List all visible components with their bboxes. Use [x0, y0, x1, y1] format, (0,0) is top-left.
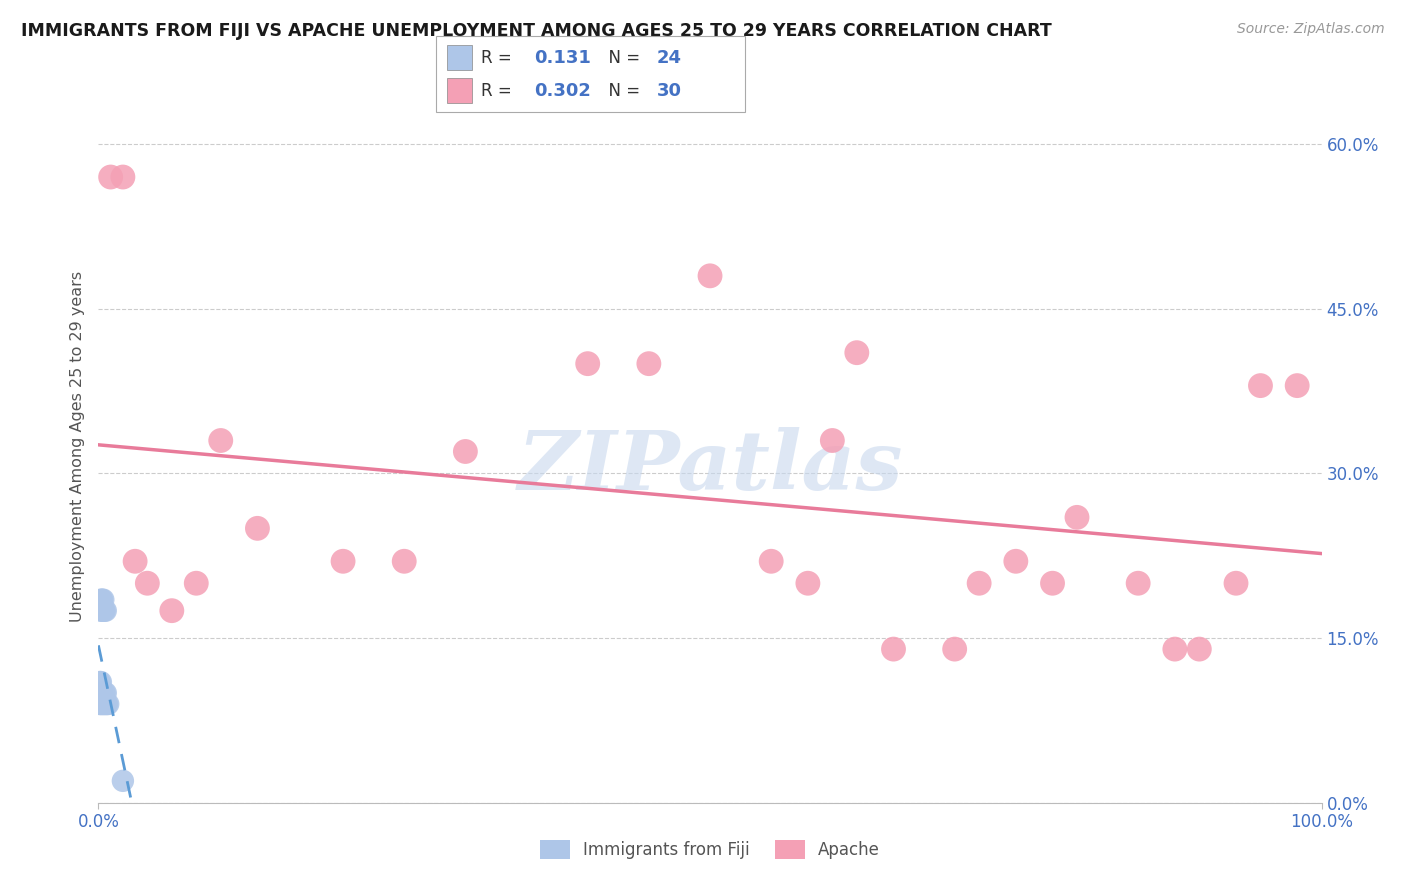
Point: [136, 576, 159, 591]
Point: [576, 357, 599, 371]
Point: [90, 675, 112, 690]
Text: ZIPatlas: ZIPatlas: [517, 427, 903, 508]
Point: [94, 686, 117, 700]
Point: [1188, 642, 1211, 657]
Text: R =: R =: [481, 82, 517, 100]
Point: [124, 554, 146, 568]
Point: [1225, 576, 1247, 591]
Point: [1042, 576, 1064, 591]
Point: [699, 268, 721, 283]
Point: [89, 675, 111, 690]
Point: [96, 697, 118, 711]
Point: [100, 169, 122, 184]
Text: 0.131: 0.131: [534, 49, 591, 67]
Point: [454, 444, 477, 458]
Text: R =: R =: [481, 49, 517, 67]
Text: N =: N =: [598, 82, 645, 100]
Text: 30: 30: [657, 82, 682, 100]
Point: [160, 604, 183, 618]
Point: [91, 592, 114, 607]
Point: [97, 697, 120, 711]
Text: IMMIGRANTS FROM FIJI VS APACHE UNEMPLOYMENT AMONG AGES 25 TO 29 YEARS CORRELATIO: IMMIGRANTS FROM FIJI VS APACHE UNEMPLOYM…: [21, 22, 1052, 40]
Point: [1128, 576, 1150, 591]
Point: [1164, 642, 1187, 657]
Point: [1249, 378, 1271, 392]
Point: [821, 434, 844, 448]
Point: [94, 604, 117, 618]
Point: [91, 592, 114, 607]
Point: [967, 576, 990, 591]
Text: 0.302: 0.302: [534, 82, 591, 100]
Point: [943, 642, 966, 657]
Point: [883, 642, 905, 657]
Point: [761, 554, 783, 568]
Legend: Immigrants from Fiji, Apache: Immigrants from Fiji, Apache: [533, 833, 887, 866]
Point: [1286, 378, 1309, 392]
Point: [93, 686, 115, 700]
Point: [392, 554, 416, 568]
Point: [91, 697, 114, 711]
Text: Source: ZipAtlas.com: Source: ZipAtlas.com: [1237, 22, 1385, 37]
Point: [90, 604, 112, 618]
Point: [89, 686, 111, 700]
Point: [91, 604, 114, 618]
Point: [111, 773, 134, 788]
Point: [111, 169, 134, 184]
Point: [186, 576, 208, 591]
Text: 24: 24: [657, 49, 682, 67]
Point: [91, 604, 114, 618]
Point: [94, 697, 117, 711]
Point: [1066, 510, 1088, 524]
Point: [1004, 554, 1026, 568]
Point: [91, 686, 114, 700]
Y-axis label: Unemployment Among Ages 25 to 29 years: Unemployment Among Ages 25 to 29 years: [69, 270, 84, 622]
Point: [637, 357, 661, 371]
Text: N =: N =: [598, 49, 645, 67]
Point: [209, 434, 232, 448]
Point: [93, 697, 115, 711]
Point: [91, 697, 114, 711]
Point: [90, 592, 112, 607]
Point: [90, 697, 112, 711]
Point: [797, 576, 820, 591]
Point: [845, 345, 868, 359]
Point: [93, 604, 115, 618]
Point: [89, 697, 111, 711]
Point: [90, 686, 112, 700]
Point: [246, 521, 269, 535]
Point: [332, 554, 354, 568]
